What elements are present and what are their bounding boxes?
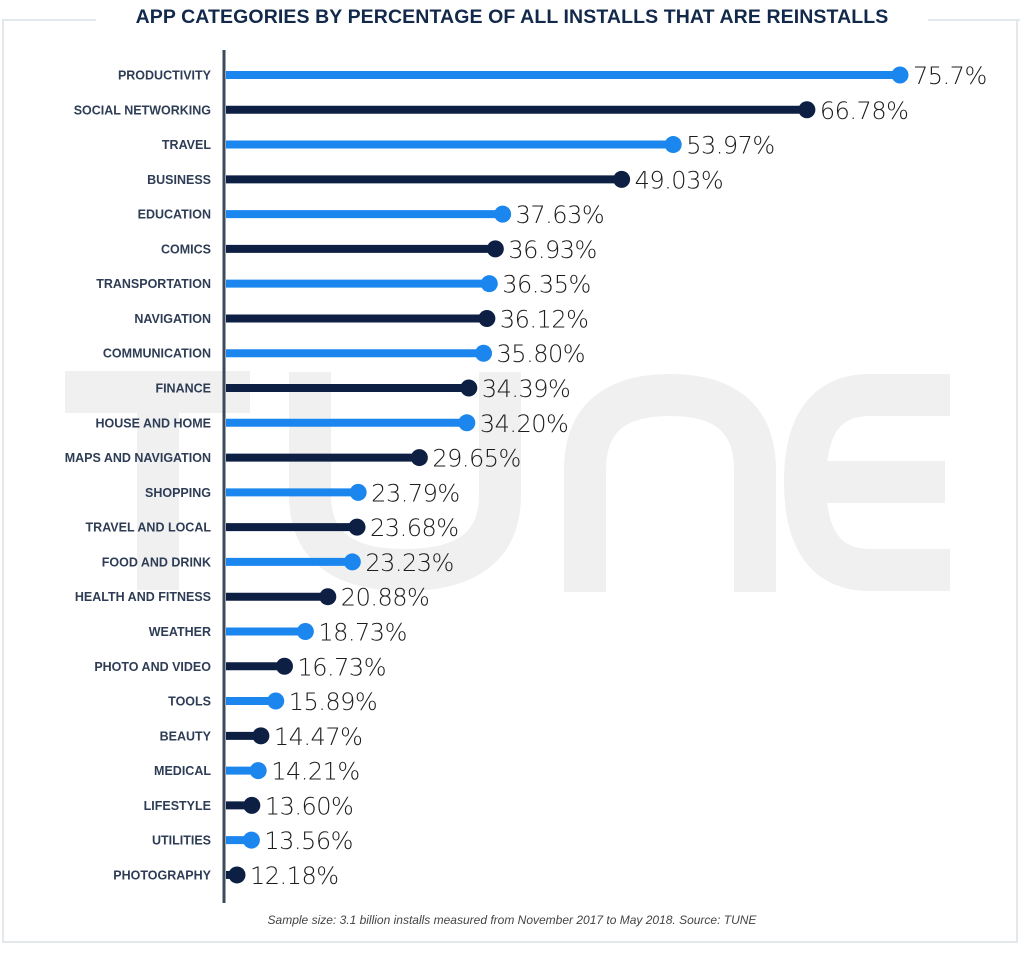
- bar-end-dot: [249, 762, 267, 780]
- value-label: 36.12%: [500, 305, 589, 333]
- category-label: WEATHER: [149, 625, 211, 639]
- category-label: COMICS: [161, 242, 211, 256]
- bar-end-dot: [349, 483, 367, 501]
- category-label: MAPS AND NAVIGATION: [65, 451, 211, 465]
- value-label: 12.18%: [250, 862, 339, 890]
- value-label: 13.60%: [265, 792, 354, 820]
- bar-end-dot: [319, 588, 337, 606]
- bar-end-dot: [664, 136, 682, 154]
- bar-end-dot: [296, 622, 314, 640]
- bar-end-dot: [798, 101, 816, 119]
- value-label: 14.47%: [274, 723, 363, 751]
- value-label: 16.73%: [297, 653, 386, 681]
- bar-end-dot: [275, 657, 293, 675]
- category-label: FOOD AND DRINK: [102, 555, 211, 569]
- category-label: MEDICAL: [154, 764, 211, 778]
- value-label: 35.80%: [497, 340, 586, 368]
- watermark-letter-e: [783, 374, 950, 591]
- value-label: 18.73%: [318, 618, 407, 646]
- category-label: LIFESTYLE: [144, 799, 211, 813]
- bar-end-dot: [267, 692, 285, 710]
- category-label: HEALTH AND FITNESS: [75, 590, 211, 604]
- category-label: TRANSPORTATION: [96, 277, 211, 291]
- watermark-letter-n: [564, 373, 776, 592]
- category-label: FINANCE: [155, 382, 211, 396]
- bar-end-dot: [494, 205, 512, 223]
- bar-end-dot: [486, 240, 504, 258]
- chart-frame: [2, 19, 1018, 943]
- frame-top-right: [928, 19, 1020, 21]
- category-label: BEAUTY: [160, 729, 212, 743]
- footnote: Sample size: 3.1 billion installs measur…: [267, 913, 757, 927]
- value-label: 53.97%: [686, 132, 775, 160]
- value-label: 49.03%: [635, 166, 724, 194]
- bar-end-dot: [891, 66, 909, 84]
- watermark-letter-t: [65, 371, 250, 590]
- category-label: COMMUNICATION: [103, 347, 211, 361]
- value-label: 20.88%: [341, 584, 430, 612]
- category-label: PHOTO AND VIDEO: [94, 660, 211, 674]
- bar-end-dot: [410, 449, 428, 467]
- category-label: UTILITIES: [152, 834, 211, 848]
- category-label: HOUSE AND HOME: [95, 416, 211, 430]
- category-label: TRAVEL: [162, 138, 211, 152]
- category-label: PHOTOGRAPHY: [113, 868, 211, 882]
- bar-end-dot: [480, 275, 498, 293]
- bar-end-dot: [343, 553, 361, 571]
- value-label: 66.78%: [820, 97, 909, 125]
- value-label: 14.21%: [271, 758, 360, 786]
- value-label: 13.56%: [264, 827, 353, 855]
- bar-end-dot: [242, 831, 260, 849]
- bar-end-dot: [243, 796, 261, 814]
- bar-end-dot: [348, 518, 366, 536]
- value-label: 29.65%: [432, 445, 521, 473]
- value-label: 75.7%: [913, 62, 987, 90]
- value-label: 15.89%: [289, 688, 378, 716]
- category-label: BUSINESS: [147, 173, 211, 187]
- value-label: 34.39%: [482, 375, 571, 403]
- bar-end-dot: [478, 309, 496, 327]
- bar-end-dot: [475, 344, 493, 362]
- chart-title: APP CATEGORIES BY PERCENTAGE OF ALL INST…: [135, 6, 889, 28]
- bar-end-dot: [252, 727, 270, 745]
- bar-end-dot: [613, 170, 631, 188]
- bar-end-dot: [458, 414, 476, 432]
- category-label: NAVIGATION: [134, 312, 211, 326]
- category-label: SOCIAL NETWORKING: [74, 103, 211, 117]
- value-label: 36.93%: [508, 236, 597, 264]
- value-label: 36.35%: [502, 271, 591, 299]
- value-label: 37.63%: [516, 201, 605, 229]
- category-label: TOOLS: [168, 695, 211, 709]
- value-label: 23.79%: [371, 479, 460, 507]
- value-label: 23.68%: [370, 514, 459, 542]
- category-label: PRODUCTIVITY: [118, 69, 212, 83]
- value-label: 23.23%: [365, 549, 454, 577]
- bar-end-dot: [460, 379, 478, 397]
- frame-top-left: [2, 19, 96, 21]
- category-label: SHOPPING: [145, 486, 211, 500]
- bar-end-dot: [228, 866, 246, 884]
- value-label: 34.20%: [480, 410, 569, 438]
- category-label: TRAVEL AND LOCAL: [86, 521, 212, 535]
- category-label: EDUCATION: [138, 208, 211, 222]
